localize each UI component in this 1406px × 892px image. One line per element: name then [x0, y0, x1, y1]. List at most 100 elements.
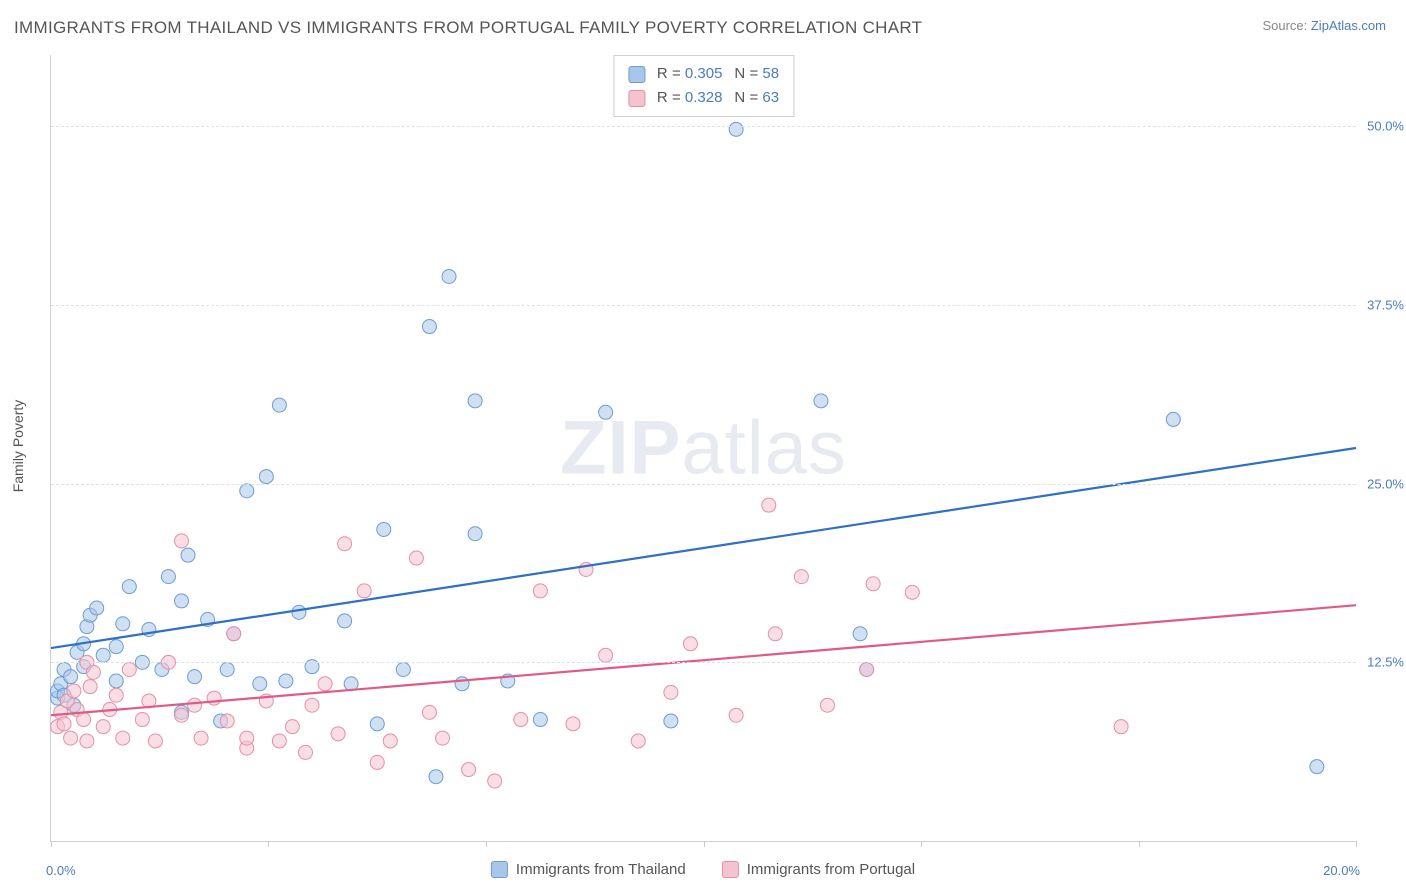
gridline-h — [51, 662, 1356, 663]
source-link[interactable]: ZipAtlas.com — [1311, 18, 1386, 33]
data-point — [866, 577, 880, 591]
legend-label-thailand: Immigrants from Thailand — [516, 861, 686, 878]
data-point — [272, 734, 286, 748]
data-point — [80, 734, 94, 748]
y-tick-label: 25.0% — [1367, 476, 1404, 491]
data-point — [468, 527, 482, 541]
x-tick — [268, 841, 269, 847]
data-point — [631, 734, 645, 748]
data-point — [67, 684, 81, 698]
data-point — [422, 705, 436, 719]
stats-n-label-2: N — [734, 89, 745, 106]
data-point — [175, 708, 189, 722]
data-point — [488, 774, 502, 788]
swatch-thailand-icon — [628, 66, 645, 83]
data-point — [175, 534, 189, 548]
data-point — [599, 405, 613, 419]
stats-r-thailand: 0.305 — [685, 65, 723, 82]
data-point — [455, 677, 469, 691]
data-point — [148, 734, 162, 748]
stats-r-label-2: R — [657, 89, 668, 106]
gridline-h — [51, 126, 1356, 127]
legend-swatch-thailand-icon — [491, 861, 508, 878]
data-point — [331, 727, 345, 741]
legend-item-thailand: Immigrants from Thailand — [491, 861, 686, 878]
stats-r-label: R — [657, 65, 668, 82]
scatter-svg — [51, 55, 1356, 841]
data-point — [409, 551, 423, 565]
data-point — [436, 731, 450, 745]
data-point — [814, 394, 828, 408]
data-point — [370, 755, 384, 769]
data-point — [1114, 720, 1128, 734]
data-point — [175, 594, 189, 608]
data-point — [77, 713, 91, 727]
gridline-h — [51, 305, 1356, 306]
y-tick-label: 37.5% — [1367, 298, 1404, 313]
data-point — [188, 670, 202, 684]
data-point — [396, 663, 410, 677]
data-point — [599, 648, 613, 662]
data-point — [566, 717, 580, 731]
data-point — [377, 522, 391, 536]
stats-row-thailand: R = 0.305 N = 58 — [628, 62, 779, 86]
gridline-h — [51, 484, 1356, 485]
data-point — [240, 731, 254, 745]
data-point — [86, 665, 100, 679]
y-axis-title: Family Poverty — [10, 400, 26, 493]
data-point — [305, 698, 319, 712]
data-point — [442, 270, 456, 284]
data-point — [762, 498, 776, 512]
trend-line — [51, 448, 1356, 648]
data-point — [318, 677, 332, 691]
stats-row-portugal: R = 0.328 N = 63 — [628, 86, 779, 110]
stats-n-thailand: 58 — [762, 65, 779, 82]
data-point — [794, 570, 808, 584]
chart-title: IMMIGRANTS FROM THAILAND VS IMMIGRANTS F… — [14, 18, 922, 38]
stats-eq-2a: = — [672, 89, 681, 106]
data-point — [860, 663, 874, 677]
data-point — [64, 731, 78, 745]
data-point — [338, 614, 352, 628]
data-point — [683, 637, 697, 651]
x-tick — [1139, 841, 1140, 847]
data-point — [83, 680, 97, 694]
data-point — [227, 627, 241, 641]
data-point — [468, 394, 482, 408]
data-point — [109, 640, 123, 654]
data-point — [272, 398, 286, 412]
data-point — [729, 122, 743, 136]
data-point — [664, 685, 678, 699]
data-point — [820, 698, 834, 712]
x-tick — [51, 841, 52, 847]
data-point — [116, 731, 130, 745]
data-point — [429, 770, 443, 784]
data-point — [768, 627, 782, 641]
data-point — [383, 734, 397, 748]
source-credit: Source: ZipAtlas.com — [1262, 18, 1386, 33]
stats-eq-1b: = — [749, 65, 758, 82]
data-point — [664, 714, 678, 728]
swatch-portugal-icon — [628, 90, 645, 107]
y-tick-label: 50.0% — [1367, 119, 1404, 134]
x-tick — [704, 841, 705, 847]
data-point — [188, 698, 202, 712]
data-point — [96, 720, 110, 734]
data-point — [64, 670, 78, 684]
source-prefix: Source: — [1262, 18, 1310, 33]
data-point — [285, 720, 299, 734]
stats-n-portugal: 63 — [762, 89, 779, 106]
legend-swatch-portugal-icon — [722, 861, 739, 878]
data-point — [370, 717, 384, 731]
chart-plot-area: ZIPatlas R = 0.305 N = 58 R = 0.328 N = … — [50, 55, 1356, 842]
x-tick — [486, 841, 487, 847]
data-point — [109, 674, 123, 688]
trend-line — [51, 605, 1356, 715]
stats-eq-2b: = — [749, 89, 758, 106]
x-axis-min-label: 0.0% — [46, 863, 76, 878]
data-point — [298, 745, 312, 759]
stats-r-portugal: 0.328 — [685, 89, 723, 106]
data-point — [853, 627, 867, 641]
data-point — [905, 585, 919, 599]
x-axis-max-label: 20.0% — [1323, 863, 1360, 878]
